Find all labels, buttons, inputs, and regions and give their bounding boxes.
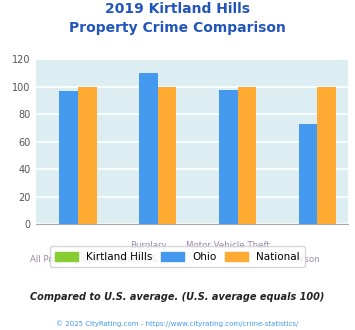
- Text: Larceny & Theft: Larceny & Theft: [114, 255, 183, 264]
- Bar: [299, 124, 317, 224]
- Text: 2019 Kirtland Hills: 2019 Kirtland Hills: [105, 2, 250, 16]
- Legend: Kirtland Hills, Ohio, National: Kirtland Hills, Ohio, National: [50, 247, 305, 267]
- Text: All Property Crime: All Property Crime: [30, 255, 108, 264]
- Text: © 2025 CityRating.com - https://www.cityrating.com/crime-statistics/: © 2025 CityRating.com - https://www.city…: [56, 320, 299, 327]
- Bar: [59, 91, 78, 224]
- Bar: [219, 90, 237, 224]
- Bar: [158, 87, 176, 224]
- Bar: [237, 87, 256, 224]
- Bar: [78, 87, 97, 224]
- Text: Motor Vehicle Theft: Motor Vehicle Theft: [186, 241, 270, 250]
- Text: Property Crime Comparison: Property Crime Comparison: [69, 21, 286, 35]
- Text: Arson: Arson: [296, 255, 320, 264]
- Bar: [317, 87, 336, 224]
- Text: Compared to U.S. average. (U.S. average equals 100): Compared to U.S. average. (U.S. average …: [30, 292, 325, 302]
- Bar: [139, 73, 158, 224]
- Text: Burglary: Burglary: [130, 241, 167, 250]
